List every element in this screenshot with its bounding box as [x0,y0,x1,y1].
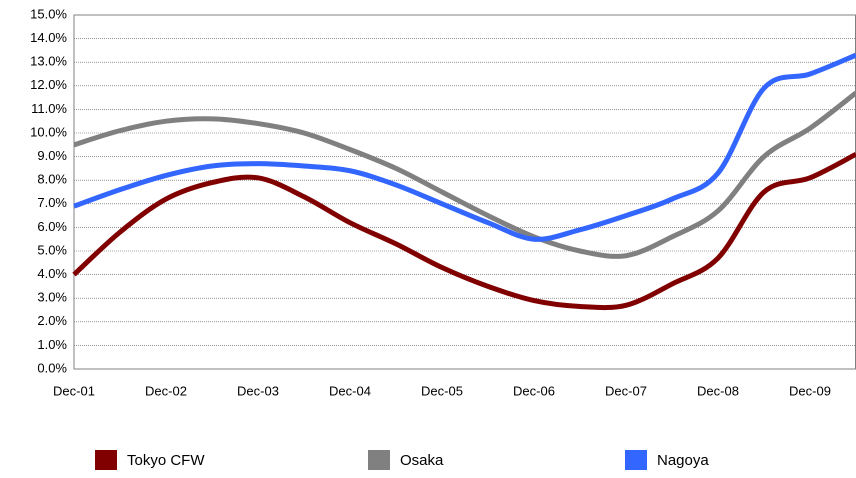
legend-swatch [368,450,390,470]
y-tick-label: 12.0% [30,77,67,92]
x-tick-label: Dec-08 [697,383,739,398]
x-tick-label: Dec-03 [237,383,279,398]
legend-label: Osaka [400,452,444,469]
line-series [73,52,856,242]
legend-label: Nagoya [657,452,709,469]
y-tick-label: 7.0% [37,195,67,210]
y-tick-label: 3.0% [37,290,67,305]
y-tick-label: 6.0% [37,219,67,234]
legend-swatch [625,450,647,470]
legend-swatch [95,450,117,470]
line-series [73,90,856,259]
y-tick-label: 14.0% [30,30,67,45]
y-tick-label: 11.0% [31,101,67,116]
x-tick-label: Dec-09 [789,383,831,398]
y-tick-label: 1.0% [37,337,67,352]
x-tick-label: Dec-05 [421,383,463,398]
line-series [72,152,856,311]
x-tick-label: Dec-04 [329,383,371,398]
y-tick-label: 15.0% [30,6,67,21]
y-tick-label: 8.0% [37,172,67,187]
y-tick-label: 5.0% [37,242,67,257]
plot-frame [73,14,856,370]
y-tick-label: 10.0% [30,124,67,139]
x-tick-label: Dec-06 [513,383,555,398]
x-tick-label: Dec-07 [605,383,647,398]
y-tick-label: 4.0% [37,266,67,281]
x-tick-label: Dec-02 [145,383,187,398]
legend-label: Tokyo CFW [127,452,205,469]
y-tick-label: 13.0% [30,54,67,69]
y-tick-label: 0.0% [37,360,67,375]
y-tick-label: 9.0% [37,148,67,163]
x-tick-label: Dec-01 [53,383,95,398]
y-tick-label: 2.0% [37,313,67,328]
